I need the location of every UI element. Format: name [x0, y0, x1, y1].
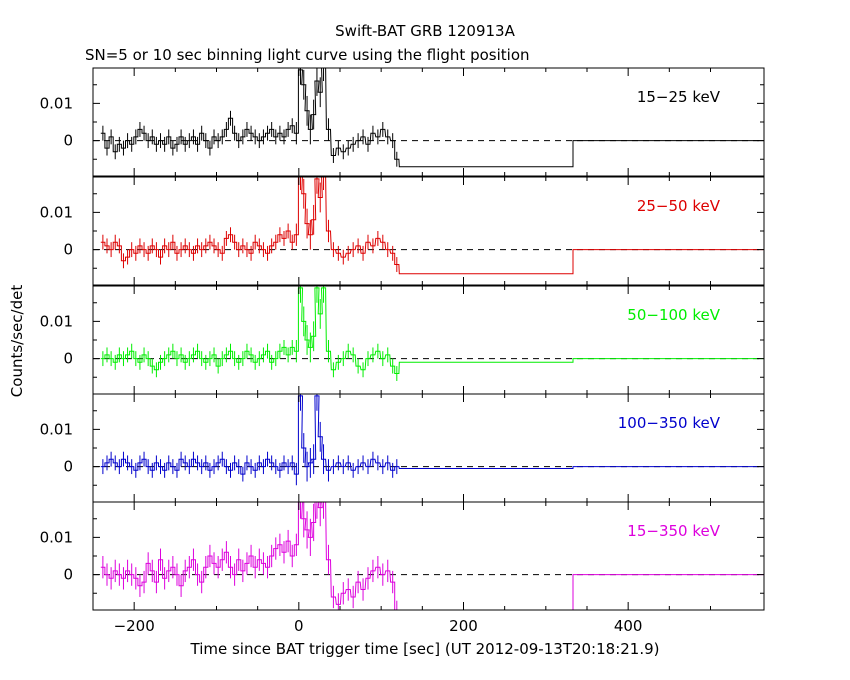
y-axis-label: Counts/sec/det: [8, 285, 26, 398]
energy-band-label: 15−25 keV: [637, 88, 721, 106]
x-tick-label: −200: [114, 617, 155, 635]
panel-data: [93, 177, 764, 275]
x-tick-label: 400: [614, 617, 643, 635]
energy-band-label: 15−350 keV: [627, 522, 720, 540]
energy-band-label: 100−350 keV: [618, 414, 721, 432]
panel-frame: [92, 67, 765, 177]
chart-subtitle: SN=5 or 10 sec binning light curve using…: [85, 46, 530, 64]
panel-2: 0 0.01 25−50 keV: [40, 176, 765, 286]
panel-frame: [92, 176, 765, 286]
y-tick-label: 0.01: [40, 420, 73, 438]
y-tick-label: 0.01: [40, 94, 73, 112]
y-tick-label: 0.01: [40, 528, 73, 546]
x-axis-label: Time since BAT trigger time [sec] (UT 20…: [190, 640, 660, 658]
y-tick-label: 0: [63, 458, 73, 476]
panel-data: [93, 394, 764, 486]
panel-3: 0 0.01 50−100 keV: [40, 285, 765, 395]
y-tick-label: 0.01: [40, 312, 73, 330]
x-tick-label: 0: [294, 617, 304, 635]
chart-title: Swift-BAT GRB 120913A: [335, 22, 515, 40]
series-step-line: [100, 395, 764, 475]
energy-band-label: 25−50 keV: [637, 197, 721, 215]
energy-band-label: 50−100 keV: [627, 306, 720, 324]
y-tick-label: 0: [63, 132, 73, 150]
panel-1: 0 0.01 15−25 keV: [40, 67, 765, 177]
panel-frame: [92, 285, 765, 395]
series-step-line: [100, 177, 764, 275]
panels-group: 0 0.01 15−25 keV 0 0.01 25−50 keV 0 0.01 50−100 …: [40, 67, 765, 635]
series-step-line: [100, 287, 764, 374]
y-tick-label: 0.01: [40, 203, 73, 221]
series-step-line: [100, 68, 764, 168]
panel-data: [93, 286, 764, 381]
x-tick-label: 200: [449, 617, 478, 635]
y-tick-label: 0: [63, 350, 73, 368]
y-tick-label: 0: [63, 241, 73, 259]
panel-5: 0 0.01 15−350 keV: [40, 501, 765, 611]
panel-data: [93, 68, 764, 168]
panel-data: [93, 502, 764, 610]
panel-frame: [92, 393, 765, 503]
y-tick-label: 0: [63, 566, 73, 584]
panel-4: 0 0.01 100−350 keV: [40, 393, 765, 503]
